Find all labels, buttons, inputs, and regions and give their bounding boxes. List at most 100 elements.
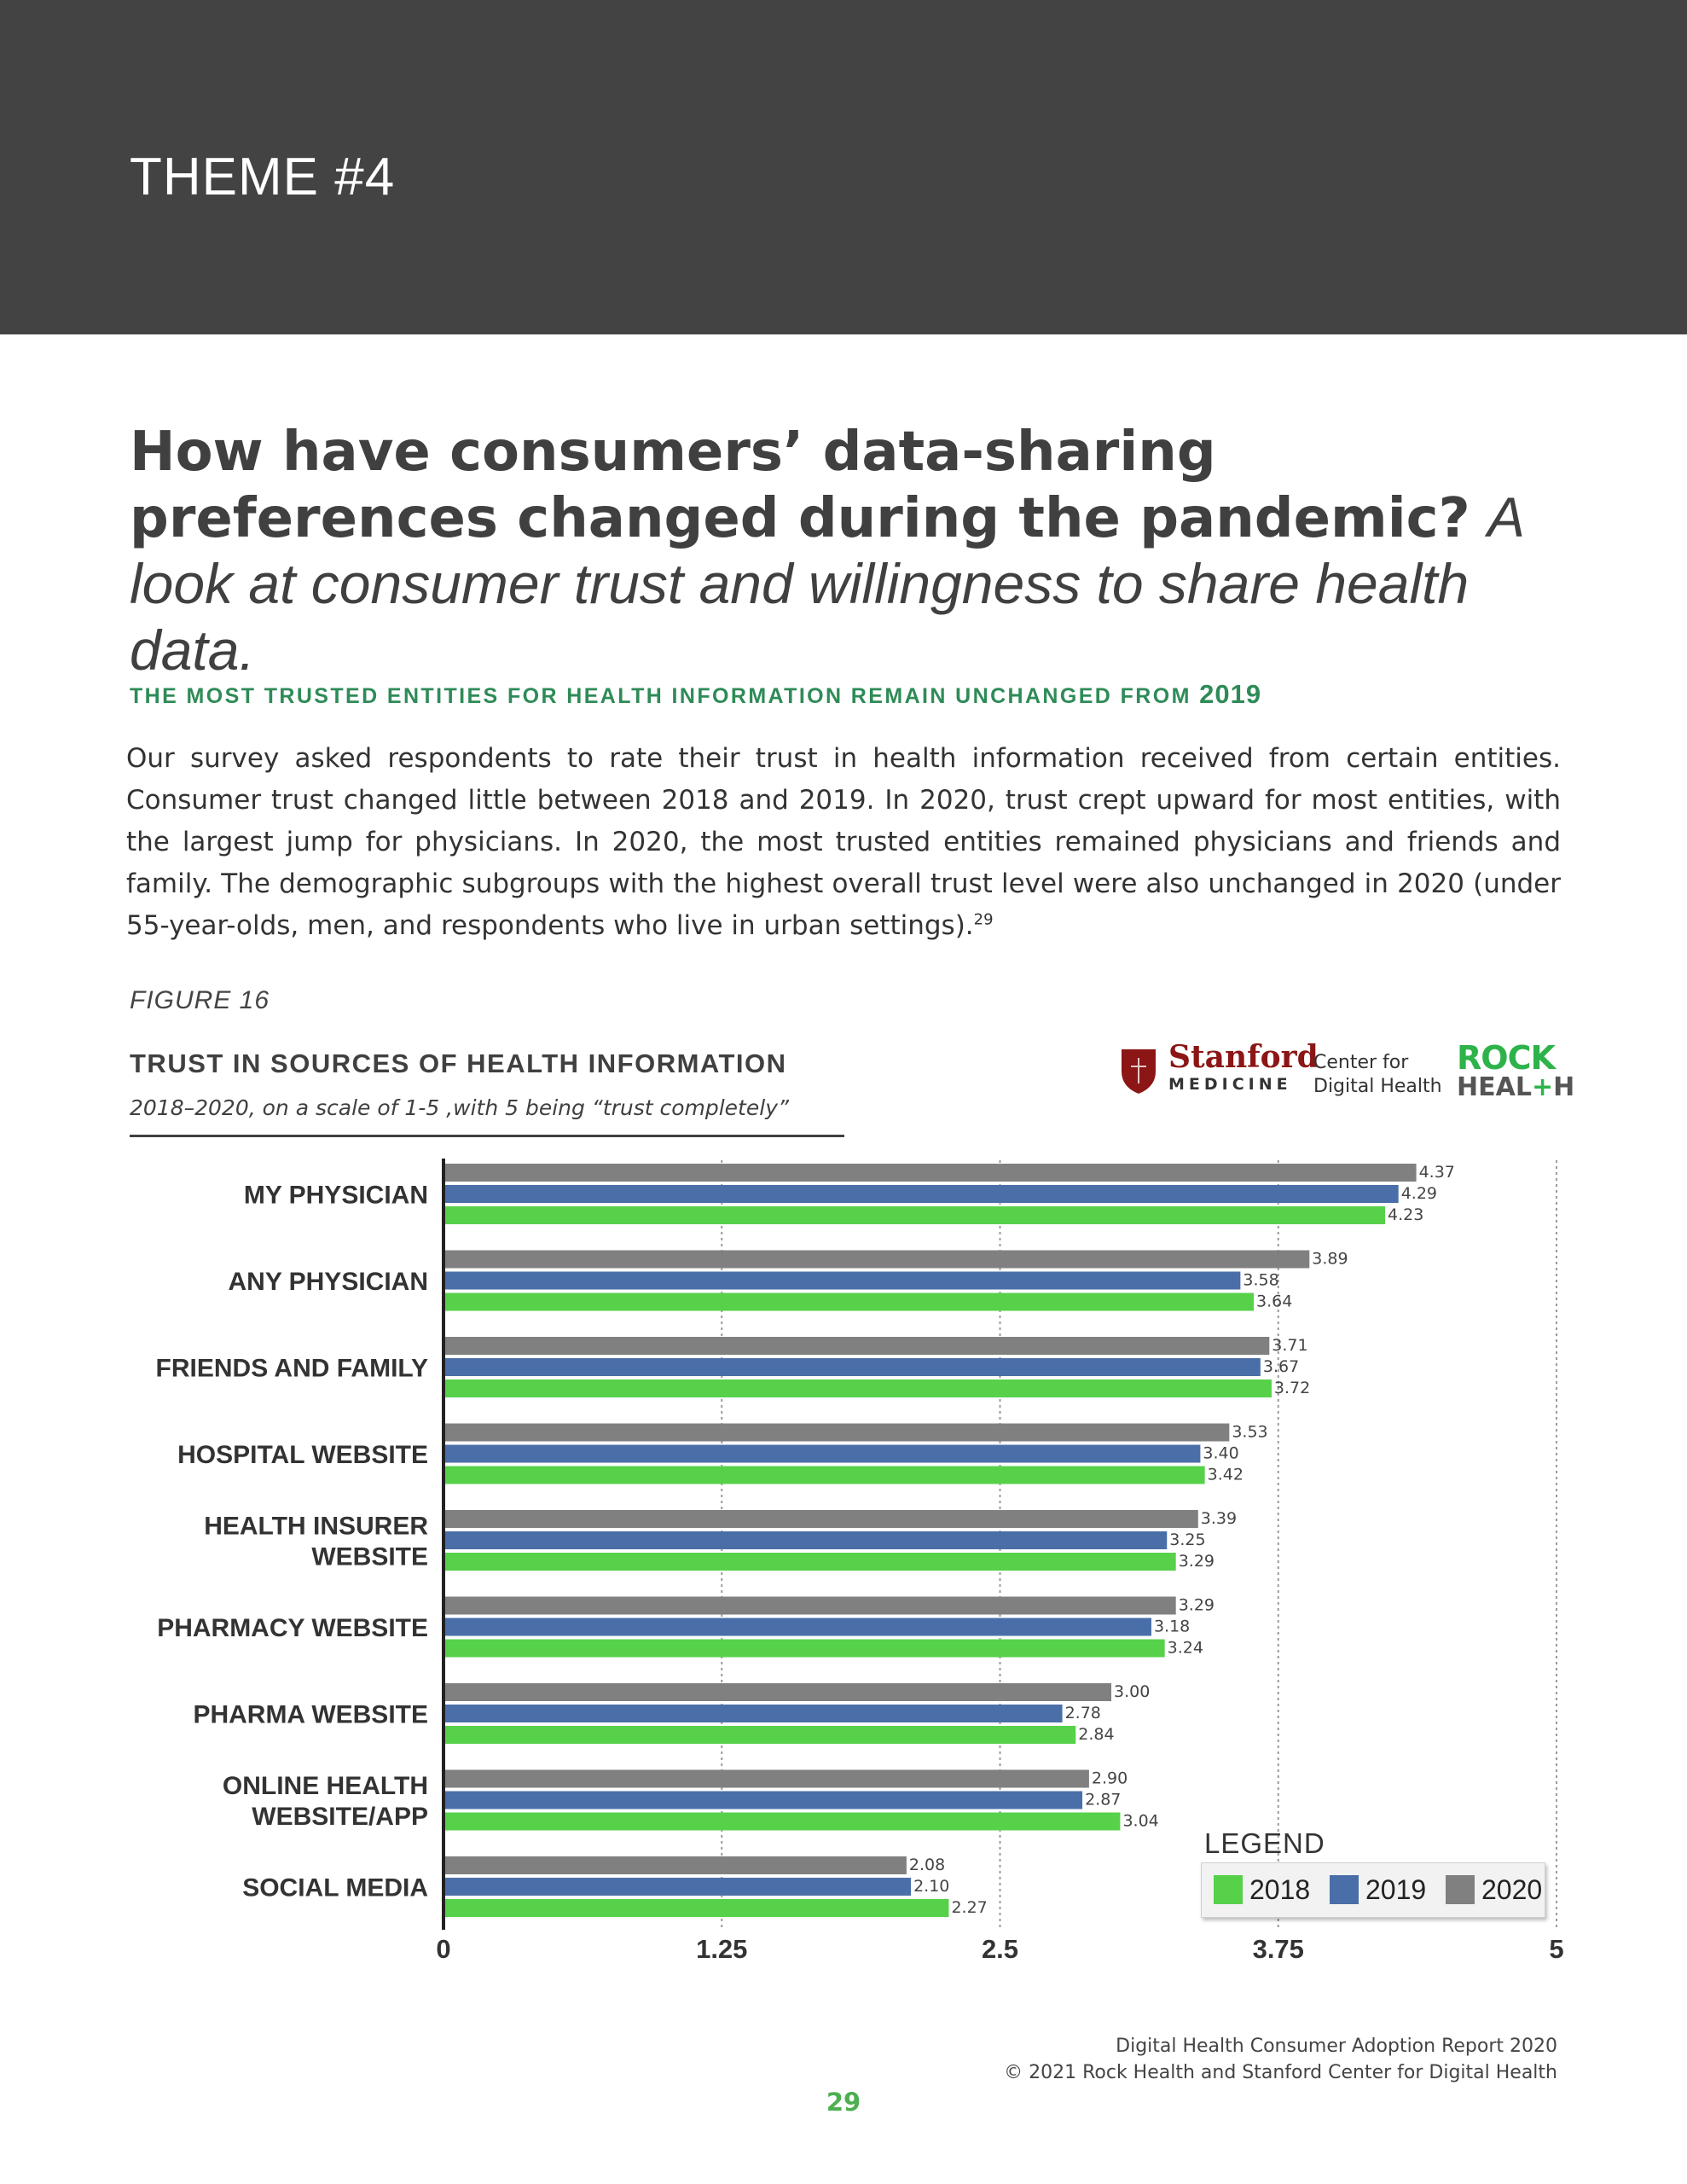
bar-2019 <box>443 1271 1241 1290</box>
category-label: SOCIAL MEDIA <box>242 1874 428 1902</box>
bar-2019 <box>443 1791 1083 1809</box>
category-label: HOSPITAL WEBSITE <box>177 1441 428 1469</box>
bar-2019 <box>443 1444 1201 1463</box>
x-tick-label: 1.25 <box>696 1934 747 1962</box>
bar-value-label: 3.67 <box>1263 1357 1299 1376</box>
bar-2020 <box>443 1423 1230 1442</box>
subheading-year: 2019 <box>1199 679 1262 709</box>
page-footer: Digital Health Consumer Adoption Report … <box>1004 2033 1557 2086</box>
title-divider <box>130 1135 844 1137</box>
bar-2018 <box>443 1726 1076 1744</box>
rock-health-logo-health: HEAL+H <box>1457 1075 1574 1101</box>
bar-value-label: 3.89 <box>1312 1250 1348 1269</box>
bar-value-label: 3.53 <box>1232 1423 1267 1442</box>
chart-legend: 2018 2019 2020 <box>1201 1862 1545 1918</box>
health-plus-icon: + <box>1531 1072 1554 1102</box>
legend-label-2018: 2018 <box>1249 1873 1311 1905</box>
stanford-wordmark: Stanford <box>1168 1039 1319 1075</box>
cdh-line2: Digital Health <box>1313 1076 1442 1097</box>
bar-value-label: 3.25 <box>1169 1531 1205 1549</box>
legend-swatch-2018 <box>1214 1875 1243 1904</box>
bar-value-label: 2.78 <box>1065 1704 1101 1722</box>
bar-value-label: 3.29 <box>1179 1596 1215 1615</box>
trust-bar-chart: 4.37 4.29 4.23 MY PHYSICIAN 3.89 3.58 3.64 ANY … <box>156 1159 1564 1962</box>
bar-2020 <box>443 1164 1417 1182</box>
subheading-text: THE MOST TRUSTED ENTITIES FOR HEALTH INF… <box>130 684 1191 708</box>
headline-question: How have consumers’ data-sharing prefere… <box>130 421 1470 550</box>
bar-value-label: 3.58 <box>1243 1271 1278 1290</box>
figure-label: FIGURE 16 <box>130 986 270 1014</box>
category-label: PHARMA WEBSITE <box>193 1701 428 1729</box>
legend-item-2018: 2018 <box>1214 1873 1310 1906</box>
bar-2020 <box>443 1250 1310 1269</box>
bar-value-label: 2.90 <box>1092 1769 1128 1788</box>
bar-2019 <box>443 1531 1168 1549</box>
bar-value-label: 4.23 <box>1388 1205 1423 1224</box>
bar-2018 <box>443 1292 1255 1311</box>
headline-tagline: A look at consumer trust and willingness… <box>130 485 1523 682</box>
bar-value-label: 3.40 <box>1203 1444 1238 1463</box>
bar-value-label: 4.29 <box>1401 1184 1437 1203</box>
bar-2020 <box>443 1683 1111 1701</box>
bar-value-label: 2.08 <box>909 1856 945 1874</box>
chart-subtitle: 2018–2020, on a scale of 1-5 ,with 5 bei… <box>130 1095 789 1120</box>
page-number: 29 <box>826 2088 861 2117</box>
bar-value-label: 3.42 <box>1208 1466 1244 1484</box>
bar-2018 <box>443 1380 1272 1397</box>
bar-2019 <box>443 1185 1399 1203</box>
stanford-medicine-logo: Stanford MEDICINE <box>1119 1039 1332 1095</box>
bar-value-label: 3.71 <box>1272 1336 1307 1355</box>
bar-value-label: 3.29 <box>1179 1552 1215 1571</box>
bar-value-label: 3.72 <box>1274 1379 1310 1397</box>
body-paragraph: Our survey asked respondents to rate the… <box>126 738 1561 947</box>
bar-value-label: 2.87 <box>1085 1791 1121 1809</box>
bar-2018 <box>443 1553 1176 1571</box>
legend-swatch-2019 <box>1330 1875 1359 1904</box>
x-tick-label: 2.5 <box>982 1934 1018 1962</box>
category-label: WEBSITE <box>311 1543 428 1571</box>
legend-swatch-2020 <box>1446 1875 1475 1904</box>
footer-copyright: © 2021 Rock Health and Stanford Center f… <box>1004 2062 1557 2083</box>
category-label: PHARMACY WEBSITE <box>157 1614 428 1642</box>
footer-report-title: Digital Health Consumer Adoption Report … <box>1116 2036 1557 2057</box>
bar-value-label: 2.27 <box>951 1898 987 1917</box>
category-label: ANY PHYSICIAN <box>229 1268 429 1296</box>
bar-value-label: 3.04 <box>1122 1812 1158 1831</box>
bar-2018 <box>443 1466 1205 1484</box>
bar-value-label: 2.10 <box>913 1877 949 1896</box>
category-label: HEALTH INSURER <box>204 1513 428 1541</box>
bar-2018 <box>443 1899 949 1917</box>
footnote-ref: 29 <box>973 910 994 929</box>
bar-2020 <box>443 1856 907 1874</box>
bar-value-label: 3.39 <box>1201 1509 1237 1528</box>
bar-value-label: 3.00 <box>1114 1682 1150 1701</box>
bar-2018 <box>443 1812 1121 1831</box>
bar-2019 <box>443 1878 912 1896</box>
bar-value-label: 3.18 <box>1154 1618 1190 1636</box>
rock-health-logo-rock: ROCK <box>1457 1039 1556 1077</box>
bar-2019 <box>443 1358 1261 1376</box>
category-label: WEBSITE/APP <box>252 1803 428 1831</box>
bar-2020 <box>443 1769 1089 1788</box>
legend-label-2019: 2019 <box>1365 1873 1427 1905</box>
x-tick-label: 3.75 <box>1253 1934 1304 1962</box>
body-text: Our survey asked respondents to rate the… <box>126 743 1561 941</box>
medicine-wordmark: MEDICINE <box>1168 1075 1292 1094</box>
bar-2020 <box>443 1596 1176 1615</box>
page-headline: How have consumers’ data-sharing prefere… <box>130 420 1580 684</box>
x-tick-label: 0 <box>436 1934 450 1962</box>
bar-2019 <box>443 1705 1063 1722</box>
bar-2020 <box>443 1337 1270 1355</box>
bar-2019 <box>443 1618 1151 1636</box>
category-label: FRIENDS AND FAMILY <box>156 1355 428 1383</box>
section-subheading: THE MOST TRUSTED ENTITIES FOR HEALTH INF… <box>130 679 1261 710</box>
theme-title: THEME #4 <box>130 148 396 206</box>
chart-title: TRUST IN SOURCES OF HEALTH INFORMATION <box>130 1048 787 1078</box>
stanford-shield-icon <box>1122 1049 1156 1094</box>
bar-value-label: 4.37 <box>1419 1163 1455 1182</box>
center-digital-health-logo: Center for Digital Health <box>1313 1051 1442 1099</box>
legend-title: LEGEND <box>1204 1827 1325 1859</box>
bar-value-label: 3.64 <box>1256 1292 1292 1311</box>
legend-item-2020: 2020 <box>1446 1873 1542 1906</box>
category-label: ONLINE HEALTH <box>223 1772 428 1800</box>
